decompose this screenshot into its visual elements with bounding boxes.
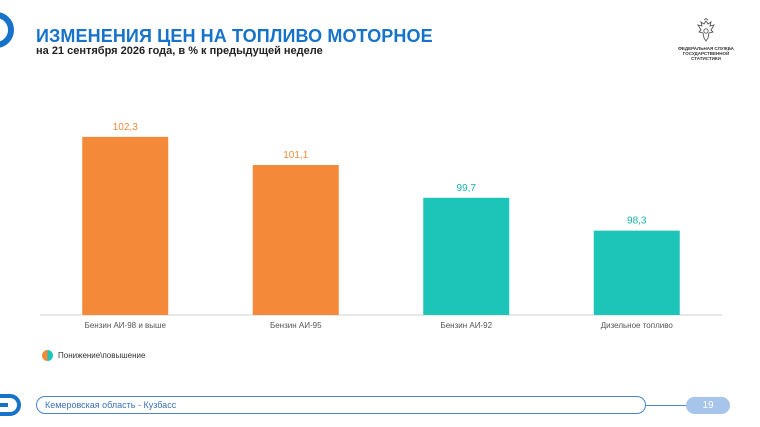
legend-label: Понижение\повышение <box>58 351 146 360</box>
page-number: 19 <box>702 400 714 411</box>
legend: Понижение\повышение <box>42 350 145 361</box>
footer-divider <box>646 405 688 406</box>
category-label: Бензин АИ-95 <box>270 321 322 330</box>
page-title: ИЗМЕНЕНИЯ ЦЕН НА ТОПЛИВО МОТОРНОЕ <box>36 26 433 46</box>
footer-region-bar: Кемеровская область - Кузбасс <box>36 396 646 414</box>
page-number-badge: 19 <box>686 397 730 414</box>
page-subtitle: на 21 сентября 2026 года, в % к предыдущ… <box>36 45 323 57</box>
legend-swatch <box>42 350 53 361</box>
bar <box>252 165 339 315</box>
bar <box>82 136 169 315</box>
data-label: 102,3 <box>113 122 138 133</box>
footer-region-label: Кемеровская область - Кузбасс <box>45 400 177 410</box>
bar <box>593 230 680 315</box>
data-label: 99,7 <box>457 183 477 194</box>
emblem: ФЕДЕРАЛЬНАЯ СЛУЖБА ГОСУДАРСТВЕННОЙ СТАТИ… <box>676 18 736 61</box>
category-label: Дизельное топливо <box>601 321 674 330</box>
bar-chart: 102,3 Бензин АИ-98 и выше 101,1 Бензин АИ-9… <box>40 122 722 330</box>
category-label: Бензин АИ-92 <box>440 321 492 330</box>
bar <box>423 197 510 315</box>
eagle-emblem-icon <box>697 18 715 42</box>
data-label: 98,3 <box>627 216 647 227</box>
footer-logo-icon <box>0 394 21 416</box>
data-label: 101,1 <box>283 150 308 161</box>
category-label: Бензин АИ-98 и выше <box>85 321 167 330</box>
emblem-caption: ФЕДЕРАЛЬНАЯ СЛУЖБА ГОСУДАРСТВЕННОЙ СТАТИ… <box>678 46 734 61</box>
